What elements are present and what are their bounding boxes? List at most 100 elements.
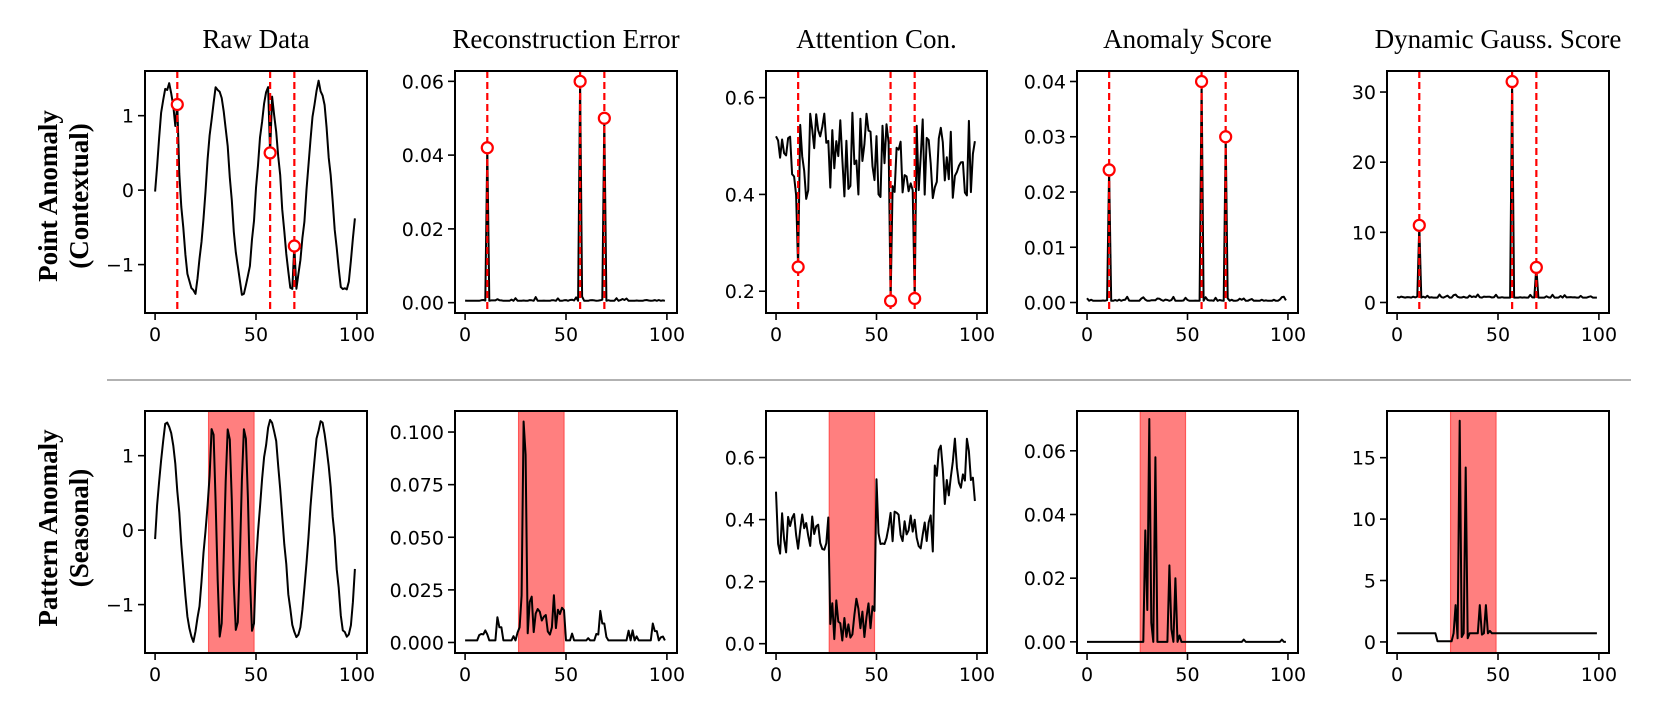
y-tick-label: 0.00 [402, 293, 444, 315]
column-title: Raw Data [202, 24, 309, 54]
panel-1-1: 0 50 100 0.000 0.025 0.050 0.075 0.100 [390, 410, 685, 686]
y-tick-label: 0.025 [390, 580, 444, 602]
x-tick-label: 50 [554, 324, 578, 346]
series-line [154, 418, 356, 643]
y-tick-label: 15 [1352, 448, 1376, 470]
x-tick-label: 0 [1081, 324, 1093, 346]
x-tick-label: 0 [459, 664, 471, 686]
y-tick-label: 0.02 [1024, 182, 1066, 204]
series-line [1086, 80, 1287, 302]
x-tick-label: 50 [864, 324, 888, 346]
y-tick-label: 0.000 [390, 632, 444, 654]
panel-0-0: 0 50 100 −1 0 1 [106, 70, 375, 346]
x-tick-label: 100 [1270, 664, 1306, 686]
axes-frame [1076, 410, 1299, 654]
x-tick-label: 100 [1270, 324, 1306, 346]
anomaly-span [1139, 410, 1187, 654]
y-tick-label: 30 [1352, 82, 1376, 104]
y-tick-label: 5 [1364, 571, 1376, 593]
x-tick-label: 100 [649, 324, 685, 346]
row-label-point-line2: (Contextual) [64, 123, 94, 268]
y-tick-label: 10 [1352, 222, 1376, 244]
y-tick-label: 0.6 [725, 88, 755, 110]
series-line [775, 111, 976, 302]
panel-0-1: 0 50 100 0.00 0.02 0.04 0.06 [402, 70, 685, 346]
x-tick-label: 50 [244, 324, 268, 346]
anomaly-marker [908, 291, 922, 306]
series-line [1087, 418, 1286, 643]
x-tick-label: 0 [1391, 324, 1403, 346]
axes-frame [1386, 410, 1610, 654]
y-tick-label: 0 [122, 520, 134, 542]
anomaly-marker [573, 74, 587, 88]
anomaly-marker [883, 294, 898, 308]
y-tick-label: 0.4 [725, 184, 755, 206]
y-tick-label: 0.00 [1024, 293, 1066, 315]
y-tick-label: 0.4 [725, 510, 755, 532]
row-label-pattern-line2: (Seasonal) [64, 469, 94, 588]
y-tick-label: 0.02 [1024, 568, 1066, 590]
y-tick-label: 0 [1364, 632, 1376, 654]
column-title: Dynamic Gauss. Score [1375, 24, 1622, 54]
panel-1-0: 0 50 100 −1 0 1 [106, 410, 375, 686]
x-tick-label: 0 [149, 664, 161, 686]
x-tick-label: 0 [1081, 664, 1093, 686]
x-tick-label: 100 [339, 664, 375, 686]
x-tick-label: 100 [339, 324, 375, 346]
y-tick-label: 0.075 [390, 475, 444, 497]
y-tick-label: 0.6 [725, 448, 755, 470]
anomaly-marker [1219, 130, 1233, 144]
x-tick-label: 100 [1581, 664, 1617, 686]
y-tick-label: 0.06 [1024, 441, 1066, 463]
panel-1-3: 0 50 100 0.00 0.02 0.04 0.06 [1024, 410, 1306, 686]
anomaly-marker [1102, 163, 1116, 177]
y-tick-label: 0.2 [725, 281, 755, 303]
series-line [465, 420, 666, 642]
y-tick-label: 0.04 [1024, 71, 1066, 93]
y-tick-label: 10 [1352, 509, 1376, 531]
column-title: Reconstruction Error [452, 24, 679, 54]
y-tick-label: 1 [122, 446, 134, 468]
anomaly-marker [1412, 218, 1426, 232]
y-tick-label: 0.03 [1024, 127, 1066, 149]
anomaly-marker [1505, 74, 1519, 89]
x-tick-label: 50 [1486, 664, 1510, 686]
anomaly-marker [791, 260, 805, 274]
y-tick-label: 0.01 [1024, 237, 1066, 259]
anomaly-marker [1529, 260, 1543, 275]
x-tick-label: 50 [864, 664, 888, 686]
y-tick-label: 0.04 [402, 145, 444, 167]
x-tick-label: 0 [1391, 664, 1403, 686]
y-tick-label: 20 [1352, 152, 1376, 174]
y-tick-label: −1 [106, 595, 134, 617]
x-tick-label: 50 [1175, 324, 1199, 346]
anomaly-marker [287, 239, 301, 253]
anomaly-marker [170, 97, 184, 112]
panel-1-4: 0 50 100 0 5 10 15 [1352, 410, 1617, 686]
anomaly-marker [1194, 74, 1209, 89]
x-tick-label: 50 [244, 664, 268, 686]
y-tick-label: 0.06 [402, 71, 444, 93]
y-tick-label: 0.00 [1024, 632, 1066, 654]
series-line [154, 79, 356, 296]
y-tick-label: 0.100 [390, 422, 444, 444]
x-tick-label: 50 [1486, 324, 1510, 346]
x-tick-label: 0 [770, 324, 782, 346]
panel-1-2: 0 50 100 0.0 0.2 0.4 0.6 [725, 410, 995, 686]
y-tick-label: −1 [106, 255, 134, 277]
x-tick-label: 0 [459, 324, 471, 346]
x-tick-label: 100 [1581, 324, 1617, 346]
row-label-point-line1: Point Anomaly [33, 110, 63, 282]
x-tick-label: 100 [649, 664, 685, 686]
y-tick-label: 0.02 [402, 219, 444, 241]
row-label-pattern-line1: Pattern Anomaly [33, 429, 63, 627]
panel-0-3: 0 50 100 0.00 0.01 0.02 0.03 0.04 [1024, 70, 1306, 346]
y-tick-label: 0.0 [725, 634, 755, 656]
series-line [1396, 80, 1597, 299]
x-tick-label: 100 [959, 664, 995, 686]
y-tick-label: 0.04 [1024, 504, 1066, 526]
column-title: Attention Con. [796, 24, 957, 54]
y-tick-label: 0 [122, 180, 134, 202]
axes-frame [454, 410, 678, 654]
